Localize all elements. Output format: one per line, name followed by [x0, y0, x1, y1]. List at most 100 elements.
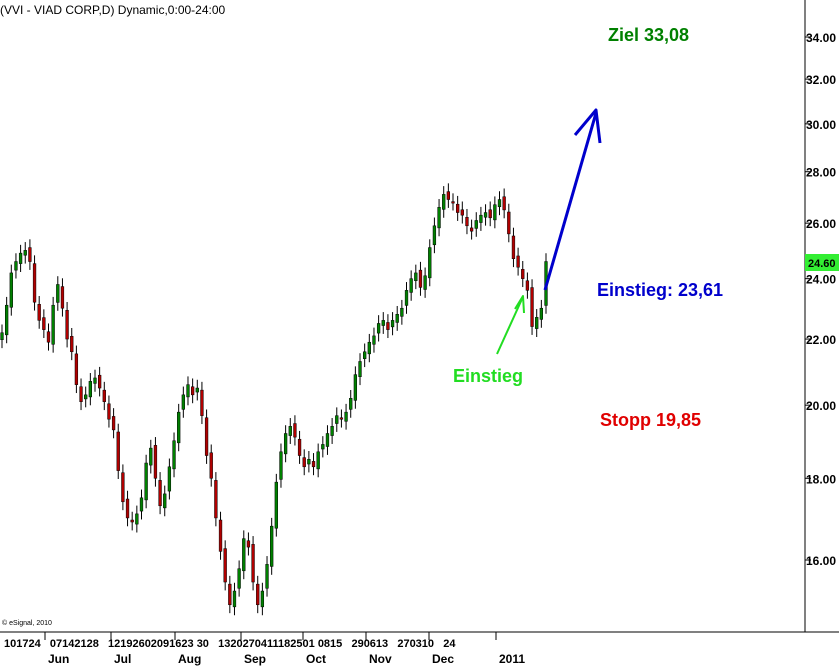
entry-arrow-head: [514, 295, 525, 314]
target-arrow-head: [573, 108, 602, 144]
candle-body: [330, 426, 334, 436]
candle-body: [84, 394, 88, 400]
candle-body: [316, 451, 320, 470]
candle-body: [497, 199, 502, 208]
candle-body: [102, 389, 106, 402]
candle-body: [130, 519, 134, 523]
candle-body: [432, 225, 437, 246]
candle-body: [293, 423, 297, 438]
candle-body: [372, 335, 376, 345]
candle-body: [116, 431, 120, 471]
month-label: 2011: [499, 652, 525, 666]
candle-body: [535, 317, 539, 329]
candle-body: [335, 415, 339, 424]
candle-body: [97, 374, 102, 389]
candle-body: [251, 544, 255, 583]
candle-body: [302, 457, 306, 468]
candle-body: [283, 433, 288, 455]
candle-body: [511, 235, 516, 259]
candle-body: [469, 227, 474, 232]
month-label: Sep: [244, 652, 266, 666]
candle-body: [479, 214, 483, 223]
candle-body: [195, 387, 199, 393]
candle-body: [46, 331, 51, 343]
candle-body: [214, 480, 218, 519]
candle-body: [111, 416, 116, 431]
candle-body: [14, 261, 18, 271]
candle-body: [395, 314, 399, 323]
candle-body: [107, 403, 111, 420]
candle-body: [465, 217, 469, 227]
x-month-labels: Jun Jul Aug Sep Oct Nov Dec 2011: [44, 632, 525, 666]
candle-body: [521, 269, 525, 279]
candle-body: [121, 472, 125, 503]
y-tick-label: 32.00: [806, 73, 836, 87]
candle-body: [525, 280, 530, 291]
candle-body: [209, 452, 213, 479]
candle-body: [530, 287, 534, 327]
y-tick-label: 16.00: [806, 554, 836, 568]
candle-body: [256, 583, 260, 606]
candle-body: [321, 444, 325, 450]
candle-body: [265, 564, 269, 589]
candle-body: [367, 341, 371, 355]
candle-body: [418, 269, 423, 288]
candle-body: [539, 307, 543, 320]
candle-body: [325, 433, 330, 447]
month-label: Jul: [114, 652, 131, 666]
candle-body: [274, 481, 278, 529]
entry-label: Einstieg: [453, 366, 523, 386]
x-date-labels: 101724 07142128 12192602091623 30 132027…: [4, 638, 456, 650]
chart-title: (VVI - VIAD CORP,D) Dynamic,0:00-24:00: [0, 3, 226, 17]
candle-body: [376, 323, 381, 334]
candle-body: [42, 317, 46, 330]
candle-body: [153, 445, 158, 479]
candle-body: [204, 417, 209, 456]
candle-body: [181, 394, 185, 410]
candle-body: [218, 519, 223, 552]
candle-body: [428, 247, 432, 279]
candle-body: [460, 209, 464, 216]
candle-body: [288, 426, 292, 436]
candle-body: [400, 307, 404, 317]
y-tick-label: 26.00: [806, 217, 836, 231]
candle-body: [139, 497, 144, 512]
candle-body: [228, 583, 232, 606]
candle-body: [70, 336, 74, 353]
candle-body: [65, 310, 69, 340]
candle-body: [125, 498, 130, 519]
candle-body: [363, 351, 367, 359]
candle-body: [456, 203, 460, 213]
candle-body: [507, 211, 511, 235]
y-axis-ticks: 16.00 18.00 20.00 22.00 24.00 26.00 28.00 30.00…: [805, 31, 836, 568]
candle-body: [163, 493, 167, 509]
candle-body: [437, 207, 441, 229]
candle-body: [18, 252, 23, 264]
target-label: Ziel 33,08: [608, 25, 689, 45]
candle-body: [279, 451, 283, 480]
candle-body: [502, 196, 506, 211]
candle-body: [74, 353, 79, 385]
candle-body: [79, 386, 83, 402]
y-tick-label: 20.00: [806, 399, 836, 413]
y-tick-label: 22.00: [806, 333, 836, 347]
candle-body: [246, 540, 251, 548]
candle-body: [32, 263, 37, 303]
candle-body: [60, 286, 65, 309]
candle-body: [297, 438, 302, 456]
candle-body: [167, 466, 172, 492]
candle-body: [88, 381, 92, 398]
candle-body: [358, 361, 362, 377]
candle-body: [135, 513, 139, 525]
candle-body: [0, 332, 4, 340]
candle-body: [516, 255, 520, 268]
candle-body: [483, 212, 488, 218]
y-tick-label: 18.00: [806, 472, 836, 486]
candle-body: [237, 568, 241, 589]
candle-body: [409, 278, 413, 293]
candle-body: [5, 304, 9, 336]
candle-body: [158, 480, 162, 507]
month-label: Aug: [178, 652, 201, 666]
